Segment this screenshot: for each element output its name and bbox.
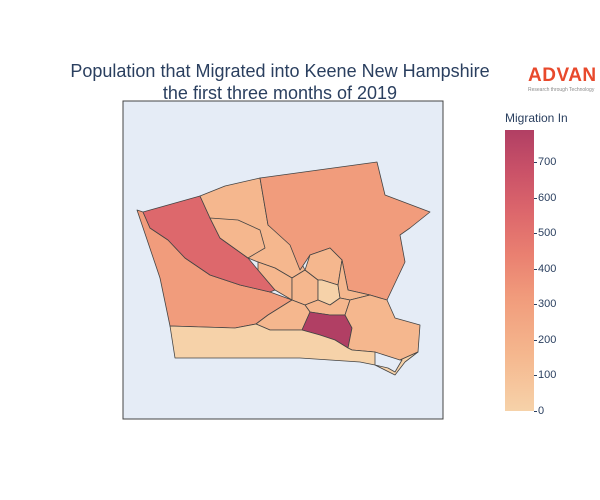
advan-logo: ADVAN Research through Technology [528, 65, 598, 94]
colorbar-tick-label: 700 [533, 156, 557, 168]
chart-title: Population that Migrated into Keene New … [30, 60, 530, 104]
colorbar-tick-label: 0 [533, 405, 545, 417]
colorbar-title: Migration In [505, 111, 568, 125]
colorbar-gradient [505, 130, 534, 411]
colorbar-tick-label: 600 [533, 191, 557, 204]
chart-title-line2: the first three months of 2019 [162, 83, 398, 103]
region-south[interactable] [169, 323, 419, 376]
colorbar-tick-label: 500 [533, 227, 557, 240]
logo-name: ADVAN [528, 65, 597, 86]
colorbar-tick-label: 200 [533, 333, 557, 346]
colorbar-tick-label: 400 [533, 262, 557, 275]
chart-title-line1: Population that Migrated into Keene New … [70, 61, 490, 81]
region-north-small[interactable] [209, 217, 266, 259]
logo-tagline: Research through Technology [528, 87, 595, 93]
colorbar-tick-label: 300 [533, 298, 557, 311]
map-regions[interactable] [136, 161, 431, 376]
colorbar-tick-label: 100 [533, 369, 557, 382]
